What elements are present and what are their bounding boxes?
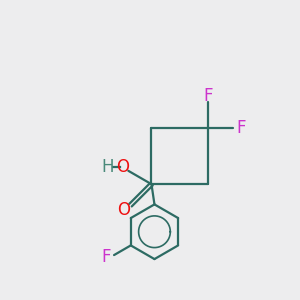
- Text: O: O: [116, 158, 130, 176]
- Text: O: O: [117, 201, 130, 219]
- Text: F: F: [102, 248, 111, 266]
- Text: F: F: [237, 119, 246, 137]
- Text: H: H: [101, 158, 114, 176]
- Text: F: F: [203, 87, 213, 105]
